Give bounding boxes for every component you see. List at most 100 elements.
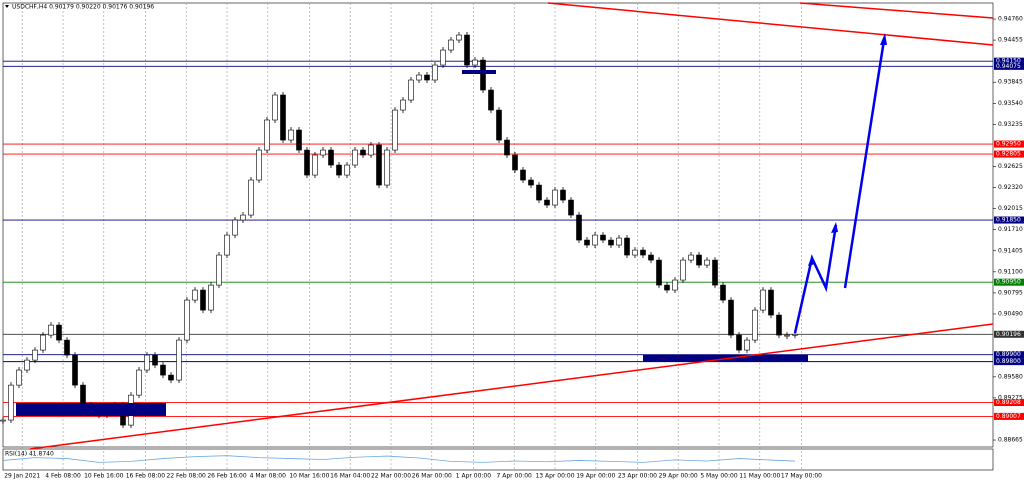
candle-body [520,169,526,181]
candle-body [472,59,478,66]
x-tick-label: 7 Apr 00:00 [497,473,532,480]
candle-body [504,139,510,156]
candle-body [592,234,598,246]
candle-body [232,219,238,236]
candle-body [688,254,694,261]
y-tick-label: 0.90795 [998,289,1023,296]
candle-body [488,89,494,111]
candle-body [696,254,702,266]
candle-body [0,419,6,422]
arrow-path [843,39,886,289]
y-tick-label: 0.92320 [998,184,1023,191]
level-tag [994,358,1024,366]
candle-body [552,189,558,206]
candle-body [72,354,78,386]
candle-body [240,214,246,221]
y-tick-label: 0.88665 [998,437,1023,444]
candle-body [432,64,438,81]
level-tag [994,57,1024,65]
x-tick-label: 23 Apr 00:00 [618,473,657,480]
candle-body [80,384,86,406]
grid: 29 Jan 2021 4 Feb 08:00 10 Feb 16:00 16 Feb… [4,3,1023,480]
level-label: 0.92805 [996,151,1021,158]
candle-body [208,284,214,311]
candle-body [744,339,750,351]
candle-body [600,234,606,241]
candle-body [360,149,366,156]
main-frame [2,2,994,448]
level-label: 0.89900 [996,351,1021,358]
candle-body [536,184,542,201]
candle-body [640,249,646,256]
candle-body [712,259,718,286]
zone [462,70,496,74]
candle-body [456,34,462,41]
x-tick-label: 10 Feb 16:00 [84,473,124,480]
candle-body [424,74,430,81]
y-tick-label: 0.90490 [998,310,1023,317]
candle-body [408,79,414,101]
candle-body [624,237,630,256]
candle-body [680,259,686,281]
candle-body [616,237,622,246]
level-tag [994,351,1024,359]
level-tag [994,330,1024,338]
level-label: 0.89007 [996,413,1021,420]
candle-body [320,149,326,156]
x-tick-label: 11 May 00:00 [739,473,780,480]
candle-body [40,334,46,351]
candle-body [192,289,198,301]
candle-body [312,154,318,176]
level-tag [994,150,1024,158]
candle-body [368,144,374,156]
level-tag [994,62,1024,70]
y-tick-label: 0.93540 [998,100,1023,107]
candle-body [272,94,278,121]
candle-body [224,234,230,256]
y-tick-label: 0.93845 [998,79,1023,86]
candle-body [720,284,726,301]
candle-body [608,239,614,246]
y-tick-label: 0.91100 [998,268,1023,275]
candle-body [256,149,262,181]
candle-body [336,164,342,176]
candle-body [448,39,454,51]
menu-arrow[interactable] [5,5,9,8]
candle-body [400,99,406,111]
x-tick-label: 19 Apr 00:00 [576,473,615,480]
trendline [547,2,994,46]
level-label: 0.89800 [996,358,1021,365]
y-tick-label: 0.91405 [998,247,1023,254]
level-label: 0.91850 [996,217,1021,224]
candle-body [528,179,534,186]
x-tick-label: 22 Feb 08:00 [167,473,207,480]
x-tick-label: 17 May 00:00 [781,473,822,480]
candle-body [496,109,502,141]
candle-body [376,144,382,186]
candle-body [24,359,30,371]
level-tag [994,399,1024,407]
candle-body [344,164,350,176]
y-tick-label: 0.93235 [998,121,1023,128]
level-tag [994,278,1024,286]
candle-body [144,354,150,371]
level-label: 0.94075 [996,63,1021,70]
arrow-path [793,224,838,334]
x-tick-label: 26 Feb 16:00 [207,473,247,480]
level-tag [994,140,1024,148]
candle-body [672,279,678,291]
candle-body [152,354,158,366]
level-label: 0.90950 [996,279,1021,286]
candle-body [16,369,22,386]
candle-body [792,333,798,336]
candle-body [264,119,270,151]
candle-body [248,179,254,216]
level-label: 0.92950 [996,141,1021,148]
candle-body [200,289,206,311]
chart-header: USDCHF,H4 0.90179 0.90220 0.90176 0.9019… [12,4,154,11]
y-tick-label: 0.92625 [998,163,1023,170]
candle-body [304,149,310,176]
rsi-frame [2,448,994,471]
